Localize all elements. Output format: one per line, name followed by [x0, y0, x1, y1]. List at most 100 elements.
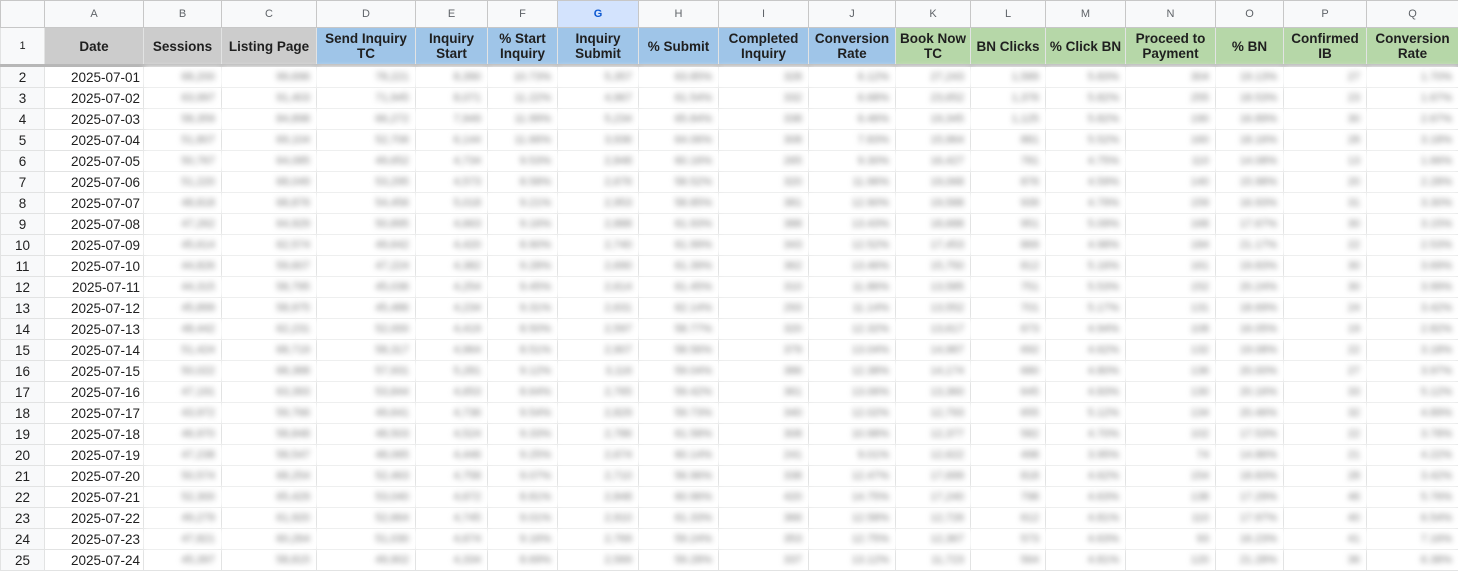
column-letter-i[interactable]: I	[718, 0, 809, 28]
value-cell[interactable]: 4,672	[415, 486, 488, 508]
value-cell[interactable]: 13.06%	[808, 381, 896, 403]
column-letter-e[interactable]: E	[415, 0, 488, 28]
row-number[interactable]: 9	[0, 213, 45, 235]
value-cell[interactable]: 71,945	[316, 87, 416, 109]
value-cell[interactable]: 420	[718, 486, 809, 508]
value-cell[interactable]: 4.63%	[1045, 486, 1126, 508]
row-number[interactable]: 12	[0, 276, 45, 298]
value-cell[interactable]: 2.82%	[1366, 318, 1458, 340]
value-cell[interactable]: 28	[1283, 129, 1367, 151]
value-cell[interactable]: 61.54%	[638, 87, 719, 109]
value-cell[interactable]: 5.82%	[1045, 108, 1126, 130]
value-cell[interactable]: 17.97%	[1215, 507, 1284, 529]
value-cell[interactable]: 6,144	[415, 129, 488, 151]
value-cell[interactable]: 2,690	[557, 255, 639, 277]
column-letter-k[interactable]: K	[895, 0, 971, 28]
value-cell[interactable]: 2,631	[557, 297, 639, 319]
value-cell[interactable]: 59,607	[221, 255, 317, 277]
value-cell[interactable]: 50,767	[143, 150, 222, 172]
value-cell[interactable]: 12.32%	[808, 318, 896, 340]
value-cell[interactable]: 47,238	[143, 444, 222, 466]
row-number[interactable]: 19	[0, 423, 45, 445]
value-cell[interactable]: 4.98%	[1045, 234, 1126, 256]
value-cell[interactable]: 4,573	[415, 171, 488, 193]
date-cell[interactable]: 2025-07-18	[44, 423, 144, 445]
value-cell[interactable]: 20	[1283, 171, 1367, 193]
header-cell[interactable]: Send Inquiry TC	[316, 27, 416, 67]
value-cell[interactable]: 6.12%	[808, 65, 896, 88]
row-number[interactable]: 1	[0, 27, 45, 67]
value-cell[interactable]: 45,486	[316, 297, 416, 319]
value-cell[interactable]: 52,463	[316, 465, 416, 487]
value-cell[interactable]: 11.99%	[487, 108, 558, 130]
column-letter-j[interactable]: J	[808, 0, 896, 28]
value-cell[interactable]: 52,706	[316, 129, 416, 151]
value-cell[interactable]: 951	[970, 213, 1046, 235]
value-cell[interactable]: 939	[970, 192, 1046, 214]
value-cell[interactable]: 12,793	[895, 402, 971, 424]
value-cell[interactable]: 21.28%	[1215, 549, 1284, 571]
value-cell[interactable]: 45,397	[143, 549, 222, 571]
value-cell[interactable]: 4.80%	[1045, 360, 1126, 382]
value-cell[interactable]: 12.58%	[808, 507, 896, 529]
value-cell[interactable]: 3.99%	[1366, 276, 1458, 298]
header-cell[interactable]: Confirmed IB	[1283, 27, 1367, 67]
value-cell[interactable]: 881	[970, 129, 1046, 151]
value-cell[interactable]: 7,949	[415, 108, 488, 130]
value-cell[interactable]: 59.04%	[638, 360, 719, 382]
value-cell[interactable]: 58.85%	[638, 192, 719, 214]
value-cell[interactable]: 1,589	[970, 65, 1046, 88]
value-cell[interactable]: 2,740	[557, 234, 639, 256]
value-cell[interactable]: 9.45%	[487, 276, 558, 298]
value-cell[interactable]: 366	[718, 507, 809, 529]
value-cell[interactable]: 84,898	[221, 108, 317, 130]
value-cell[interactable]: 12.02%	[808, 402, 896, 424]
value-cell[interactable]: 62,231	[221, 318, 317, 340]
value-cell[interactable]: 4.22%	[1366, 444, 1458, 466]
value-cell[interactable]: 159	[1125, 192, 1216, 214]
header-cell[interactable]: Completed Inquiry	[718, 27, 809, 67]
value-cell[interactable]: 304	[1125, 65, 1216, 88]
value-cell[interactable]: 15,964	[895, 129, 971, 151]
value-cell[interactable]: 4.83%	[1045, 381, 1126, 403]
value-cell[interactable]: 4,334	[415, 549, 488, 571]
value-cell[interactable]: 44,315	[143, 276, 222, 298]
date-cell[interactable]: 2025-07-21	[44, 486, 144, 508]
value-cell[interactable]: 61.45%	[638, 276, 719, 298]
date-cell[interactable]: 2025-07-24	[44, 549, 144, 571]
value-cell[interactable]: 65.84%	[638, 108, 719, 130]
value-cell[interactable]: 52,664	[316, 507, 416, 529]
header-cell[interactable]: Sessions	[143, 27, 222, 67]
value-cell[interactable]: 8.50%	[487, 318, 558, 340]
date-cell[interactable]: 2025-07-07	[44, 192, 144, 214]
value-cell[interactable]: 23,652	[895, 87, 971, 109]
value-cell[interactable]: 4,736	[415, 402, 488, 424]
value-cell[interactable]: 498	[970, 444, 1046, 466]
value-cell[interactable]: 4,524	[415, 423, 488, 445]
date-cell[interactable]: 2025-07-03	[44, 108, 144, 130]
value-cell[interactable]: 2,888	[557, 213, 639, 235]
value-cell[interactable]: 184	[1125, 234, 1216, 256]
value-cell[interactable]: 9.01%	[808, 444, 896, 466]
value-cell[interactable]: 386	[718, 360, 809, 382]
value-cell[interactable]: 30	[1283, 276, 1367, 298]
value-cell[interactable]: 56.96%	[638, 465, 719, 487]
value-cell[interactable]: 241	[718, 444, 809, 466]
value-cell[interactable]: 58,975	[221, 297, 317, 319]
value-cell[interactable]: 13,360	[895, 381, 971, 403]
value-cell[interactable]: 20.16%	[1215, 381, 1284, 403]
value-cell[interactable]: 10.73%	[487, 65, 558, 88]
value-cell[interactable]: 9.54%	[487, 402, 558, 424]
value-cell[interactable]: 3.78%	[1366, 423, 1458, 445]
value-cell[interactable]: 12.90%	[808, 192, 896, 214]
date-cell[interactable]: 2025-07-05	[44, 150, 144, 172]
value-cell[interactable]: 161	[1125, 255, 1216, 277]
value-cell[interactable]: 11.14%	[808, 297, 896, 319]
value-cell[interactable]: 58,317	[316, 339, 416, 361]
row-number[interactable]: 15	[0, 339, 45, 361]
column-letter-d[interactable]: D	[316, 0, 416, 28]
value-cell[interactable]: 4,254	[415, 276, 488, 298]
value-cell[interactable]: 4,446	[415, 444, 488, 466]
header-cell[interactable]: % BN	[1215, 27, 1284, 67]
value-cell[interactable]: 328	[718, 65, 809, 88]
